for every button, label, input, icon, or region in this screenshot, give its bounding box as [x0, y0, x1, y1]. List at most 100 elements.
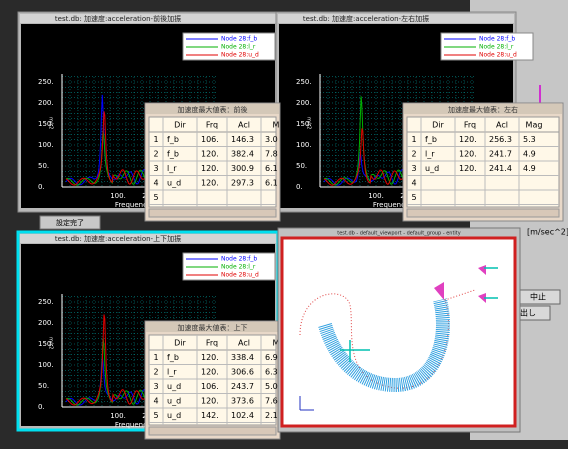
column-header: Frq [206, 339, 218, 348]
table-cell: 106. [201, 382, 219, 391]
table-cell: 120. [201, 150, 219, 159]
table-cell: 373.6 [231, 397, 254, 406]
table-cell: u_d [167, 411, 181, 420]
table-cell: l_r [167, 164, 177, 173]
table-cell: u_d [167, 179, 181, 188]
legend-label: Node 28:f_b [221, 36, 257, 43]
row-index: 3 [411, 164, 416, 173]
row-index: 5 [153, 411, 158, 420]
column-header: Dir [174, 121, 186, 130]
screen: [m/sec^2] 中止 出し 設定完了 test.db: 加速度:accele… [0, 0, 568, 449]
window-title: test.db: 加速度:acceleration-上下加振 [55, 234, 181, 243]
table-cell: 6.9 [265, 353, 278, 362]
row-index: 2 [411, 150, 416, 159]
y-tick-label: 0. [38, 183, 45, 191]
table-cell: 241.7 [489, 150, 512, 159]
table-cell: 4.9 [523, 164, 536, 173]
y-tick-label: 100. [38, 141, 54, 149]
table-body [407, 117, 559, 207]
table-title: 加速度最大値表：上下 [178, 323, 248, 332]
column-header: Acl [496, 121, 508, 130]
x-tick-label: 100. [110, 192, 126, 200]
button-label[interactable]: 出し [520, 308, 536, 318]
table-title: 加速度最大値表：前後 [178, 105, 248, 114]
table-cell: l_r [167, 368, 177, 377]
table-cell: 120. [459, 150, 477, 159]
table-cell: 256.3 [489, 135, 512, 144]
column-header: Frq [464, 121, 476, 130]
scrollbar [149, 209, 276, 217]
y-tick-label: 250. [296, 78, 312, 86]
row-index: 1 [411, 135, 416, 144]
table-cell: 243.7 [231, 382, 254, 391]
table-cell: 6.1 [265, 164, 278, 173]
table-cell: 120. [201, 368, 219, 377]
y-tick-label: 50. [38, 382, 49, 390]
y-tick-label: 50. [38, 162, 49, 170]
row-index: 1 [153, 353, 158, 362]
table-cell: f_b [167, 135, 179, 144]
scrollbar [407, 209, 559, 217]
table-cell: 120. [201, 179, 219, 188]
row-index: 4 [153, 397, 158, 406]
legend-label: Node 28:f_b [479, 36, 515, 43]
table-cell: 146.3 [231, 135, 254, 144]
table-cell: 120. [201, 397, 219, 406]
y-axis-unit: m/s2 [306, 117, 312, 129]
table-cell: f_b [425, 135, 437, 144]
table-cell: 382.4 [231, 150, 254, 159]
y-tick-label: 200. [38, 319, 54, 327]
y-tick-label: 200. [296, 99, 312, 107]
column-header: Dir [432, 121, 444, 130]
table-cell: 102.4 [231, 411, 254, 420]
y-axis-unit: m/s2 [48, 117, 54, 129]
y-tick-label: 200. [38, 99, 54, 107]
row-index: 2 [153, 368, 158, 377]
legend-label: Node 28:u_d [479, 52, 517, 59]
y-tick-label: 250. [38, 78, 54, 86]
row-index: 4 [153, 179, 158, 188]
table-cell: u_d [425, 164, 439, 173]
table-cell: 2.1 [265, 411, 278, 420]
table-cell: 338.4 [231, 353, 254, 362]
legend-label: Node 28:f_b [221, 256, 257, 263]
table-cell: f_b [167, 353, 179, 362]
y-tick-label: 0. [296, 183, 303, 191]
button-label[interactable]: 中止 [530, 292, 546, 302]
legend-label: Node 28:l_r [221, 44, 256, 51]
button-label[interactable]: 設定完了 [56, 218, 84, 227]
table-body [149, 117, 276, 207]
table-cell: 4.9 [523, 150, 536, 159]
row-index: 2 [153, 150, 158, 159]
legend-label: Node 28:l_r [221, 264, 256, 271]
column-header: M [273, 121, 280, 130]
table-cell: 106. [201, 135, 219, 144]
row-index: 3 [153, 382, 158, 391]
row-index: 3 [153, 164, 158, 173]
table-cell: 241.4 [489, 164, 512, 173]
row-index: 5 [153, 193, 158, 202]
table-cell: l_r [425, 150, 435, 159]
table-title: 加速度最大値表：左右 [448, 105, 518, 114]
column-header: Acl [238, 121, 250, 130]
y-tick-label: 0. [38, 403, 45, 411]
x-tick-label: 100. [110, 412, 126, 420]
table-cell: 120. [201, 164, 219, 173]
table-cell: f_b [167, 150, 179, 159]
window-title: test.db: 加速度:acceleration-左右加振 [303, 14, 429, 23]
row-index: 4 [411, 179, 416, 188]
window-title: test.db: 加速度:acceleration-前後加振 [55, 14, 181, 23]
y-tick-label: 50. [296, 162, 307, 170]
legend-label: Node 28:u_d [221, 272, 259, 279]
column-header: Frq [206, 121, 218, 130]
table-cell: 120. [201, 353, 219, 362]
legend-label: Node 28:l_r [479, 44, 514, 51]
column-header: Dir [174, 339, 186, 348]
column-header: Mag [526, 121, 543, 130]
row-index: 1 [153, 135, 158, 144]
scrollbar [149, 427, 276, 435]
table-cell: 120. [459, 135, 477, 144]
table-cell: 120. [459, 164, 477, 173]
table-cell: 5.0 [265, 382, 278, 391]
y-tick-label: 100. [38, 361, 54, 369]
